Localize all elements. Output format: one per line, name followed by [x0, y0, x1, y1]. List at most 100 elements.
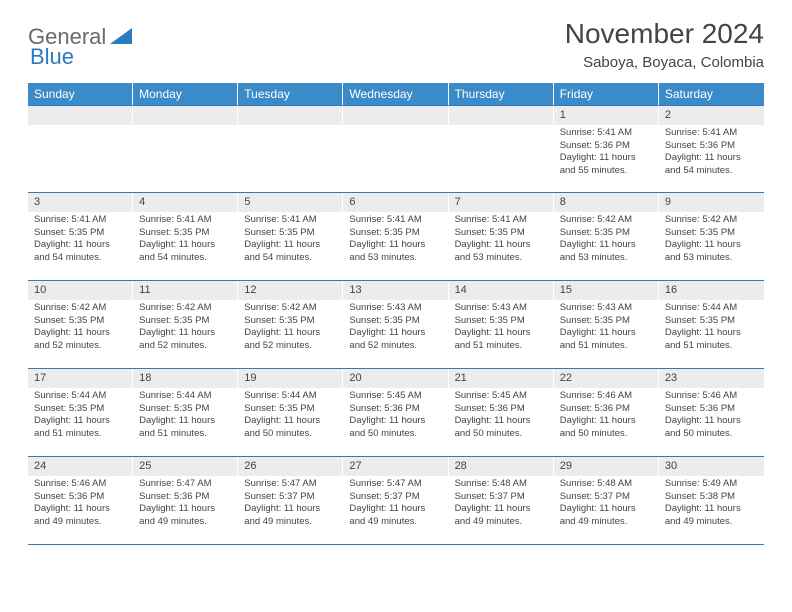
sunset-text: Sunset: 5:37 PM — [244, 491, 337, 504]
daylight-text: Daylight: 11 hours and 50 minutes. — [665, 415, 758, 441]
day-number: 14 — [449, 281, 554, 300]
day-number — [449, 106, 554, 125]
weekday-header: Saturday — [659, 83, 764, 105]
daylight-text: Daylight: 11 hours and 51 minutes. — [665, 327, 758, 353]
day-content: Sunrise: 5:48 AMSunset: 5:37 PMDaylight:… — [449, 476, 554, 533]
calendar-day-cell: 23Sunrise: 5:46 AMSunset: 5:36 PMDayligh… — [659, 369, 764, 457]
daylight-text: Daylight: 11 hours and 49 minutes. — [665, 503, 758, 529]
calendar-day-cell: 17 Sunrise: 5:44 AMSunset: 5:35 PMDayligh… — [28, 369, 133, 457]
sunset-text: Sunset: 5:37 PM — [349, 491, 442, 504]
day-number: 16 — [659, 281, 764, 300]
daylight-text: Daylight: 11 hours and 49 minutes. — [349, 503, 442, 529]
calendar-day-cell: 4Sunrise: 5:41 AMSunset: 5:35 PMDaylight… — [133, 193, 238, 281]
day-number: 10 — [28, 281, 133, 300]
sunrise-text: Sunrise: 5:42 AM — [665, 214, 758, 227]
day-number: 22 — [554, 369, 659, 388]
day-number: 4 — [133, 193, 238, 212]
logo-text-2: Blue — [30, 44, 74, 70]
calendar-day-cell: 15Sunrise: 5:43 AMSunset: 5:35 PMDayligh… — [554, 281, 659, 369]
sunrise-text: Sunrise: 5:44 AM — [244, 390, 337, 403]
calendar-day-cell: 6Sunrise: 5:41 AMSunset: 5:35 PMDaylight… — [343, 193, 448, 281]
sunrise-text: Sunrise: 5:45 AM — [349, 390, 442, 403]
day-number: 13 — [343, 281, 448, 300]
day-number: 26 — [238, 457, 343, 476]
daylight-text: Daylight: 11 hours and 55 minutes. — [560, 152, 653, 178]
daylight-text: Daylight: 11 hours and 53 minutes. — [560, 239, 653, 265]
daylight-text: Daylight: 11 hours and 52 minutes. — [139, 327, 232, 353]
sunset-text: Sunset: 5:36 PM — [665, 140, 758, 153]
calendar-day-cell: 21Sunrise: 5:45 AMSunset: 5:36 PMDayligh… — [449, 369, 554, 457]
calendar-day-cell: 29Sunrise: 5:48 AMSunset: 5:37 PMDayligh… — [554, 457, 659, 545]
calendar-day-cell: 3Sunrise: 5:41 AMSunset: 5:35 PMDaylight… — [28, 193, 133, 281]
daylight-text: Daylight: 11 hours and 49 minutes. — [139, 503, 232, 529]
day-number: 21 — [449, 369, 554, 388]
day-content: Sunrise: 5:41 AMSunset: 5:35 PMDaylight:… — [133, 212, 238, 269]
daylight-text: Daylight: 11 hours and 54 minutes. — [34, 239, 127, 265]
sunset-text: Sunset: 5:35 PM — [139, 227, 232, 240]
calendar-day-cell: 20Sunrise: 5:45 AMSunset: 5:36 PMDayligh… — [343, 369, 448, 457]
sunrise-text: Sunrise: 5:41 AM — [349, 214, 442, 227]
day-number: 9 — [659, 193, 764, 212]
day-content: Sunrise: 5:47 AMSunset: 5:36 PMDaylight:… — [133, 476, 238, 533]
sunset-text: Sunset: 5:38 PM — [665, 491, 758, 504]
calendar-week-row: 24Sunrise: 5:46 AMSunset: 5:36 PMDayligh… — [28, 457, 764, 545]
sunrise-text: Sunrise: 5:47 AM — [139, 478, 232, 491]
sunset-text: Sunset: 5:37 PM — [455, 491, 548, 504]
calendar-day-cell: 22Sunrise: 5:46 AMSunset: 5:36 PMDayligh… — [554, 369, 659, 457]
sunset-text: Sunset: 5:36 PM — [349, 403, 442, 416]
calendar-day-cell: 16 Sunrise: 5:44 AMSunset: 5:35 PMDayligh… — [659, 281, 764, 369]
daylight-text: Daylight: 11 hours and 52 minutes. — [34, 327, 127, 353]
sunset-text: Sunset: 5:35 PM — [139, 315, 232, 328]
day-number: 15 — [554, 281, 659, 300]
day-content: Sunrise: 5:41 AMSunset: 5:35 PMDaylight:… — [449, 212, 554, 269]
daylight-text: Daylight: 11 hours and 52 minutes. — [244, 327, 337, 353]
day-number: 20 — [343, 369, 448, 388]
day-content: Sunrise: 5:48 AMSunset: 5:37 PMDaylight:… — [554, 476, 659, 533]
weekday-header: Tuesday — [238, 83, 343, 105]
daylight-text: Daylight: 11 hours and 53 minutes. — [455, 239, 548, 265]
sunrise-text: Sunrise: 5:43 AM — [455, 302, 548, 315]
day-content: Sunrise: 5:42 AMSunset: 5:35 PMDaylight:… — [554, 212, 659, 269]
day-number: 17 — [28, 369, 133, 388]
sunset-text: Sunset: 5:35 PM — [34, 403, 127, 416]
day-content: Sunrise: 5:42 AMSunset: 5:35 PMDaylight:… — [659, 212, 764, 269]
sunset-text: Sunset: 5:36 PM — [455, 403, 548, 416]
sunset-text: Sunset: 5:35 PM — [665, 315, 758, 328]
daylight-text: Daylight: 11 hours and 49 minutes. — [455, 503, 548, 529]
daylight-text: Daylight: 11 hours and 53 minutes. — [349, 239, 442, 265]
sunrise-text: Sunrise: 5:41 AM — [560, 127, 653, 140]
day-number: 11 — [133, 281, 238, 300]
sunrise-text: Sunrise: 5:41 AM — [139, 214, 232, 227]
calendar-week-row: 1Sunrise: 5:41 AMSunset: 5:36 PMDaylight… — [28, 105, 764, 193]
sunset-text: Sunset: 5:35 PM — [139, 403, 232, 416]
calendar-week-row: 10 Sunrise: 5:42 AMSunset: 5:35 PMDayligh… — [28, 281, 764, 369]
sunrise-text: Sunrise: 5:44 AM — [665, 302, 758, 315]
day-number: 27 — [343, 457, 448, 476]
daylight-text: Daylight: 11 hours and 49 minutes. — [244, 503, 337, 529]
calendar-table: Sunday Monday Tuesday Wednesday Thursday… — [28, 83, 764, 545]
sunrise-text: Sunrise: 5:44 AM — [139, 390, 232, 403]
calendar-day-cell: 7Sunrise: 5:41 AMSunset: 5:35 PMDaylight… — [449, 193, 554, 281]
day-number: 30 — [659, 457, 764, 476]
calendar-day-cell — [28, 105, 133, 193]
calendar-day-cell: 26Sunrise: 5:47 AMSunset: 5:37 PMDayligh… — [238, 457, 343, 545]
sunrise-text: Sunrise: 5:41 AM — [244, 214, 337, 227]
day-content: Sunrise: 5:42 AMSunset: 5:35 PMDaylight:… — [238, 300, 343, 357]
sunrise-text: Sunrise: 5:48 AM — [560, 478, 653, 491]
calendar-day-cell: 11Sunrise: 5:42 AMSunset: 5:35 PMDayligh… — [133, 281, 238, 369]
sunrise-text: Sunrise: 5:42 AM — [560, 214, 653, 227]
day-number: 29 — [554, 457, 659, 476]
day-content: Sunrise: 5:47 AMSunset: 5:37 PMDaylight:… — [343, 476, 448, 533]
day-number: 2 — [659, 106, 764, 125]
sunset-text: Sunset: 5:35 PM — [349, 315, 442, 328]
calendar-day-cell — [343, 105, 448, 193]
day-content: Sunrise: 5:41 AMSunset: 5:35 PMDaylight:… — [238, 212, 343, 269]
daylight-text: Daylight: 11 hours and 51 minutes. — [34, 415, 127, 441]
day-number: 8 — [554, 193, 659, 212]
daylight-text: Daylight: 11 hours and 54 minutes. — [139, 239, 232, 265]
sunrise-text: Sunrise: 5:44 AM — [34, 390, 127, 403]
sunset-text: Sunset: 5:36 PM — [34, 491, 127, 504]
calendar-day-cell: 30Sunrise: 5:49 AMSunset: 5:38 PMDayligh… — [659, 457, 764, 545]
calendar-week-row: 3Sunrise: 5:41 AMSunset: 5:35 PMDaylight… — [28, 193, 764, 281]
weekday-header: Thursday — [449, 83, 554, 105]
